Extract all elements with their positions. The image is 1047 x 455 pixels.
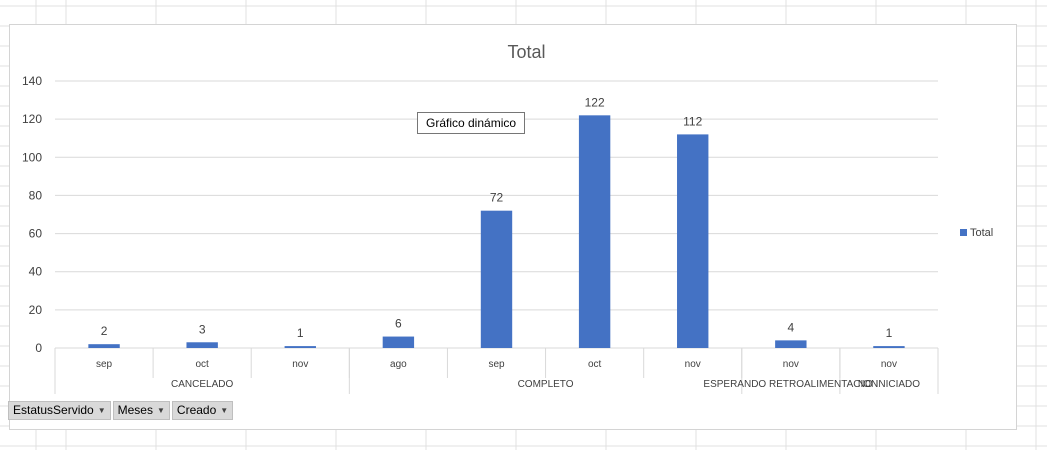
y-tick-label: 80 (29, 188, 43, 202)
bar (775, 340, 807, 348)
dropdown-arrow-icon[interactable]: ▼ (220, 406, 229, 415)
data-label: 112 (683, 114, 702, 128)
y-tick-label: 140 (22, 74, 42, 88)
y-tick-label: 20 (29, 303, 43, 317)
bar (677, 134, 709, 348)
data-label: 1 (297, 326, 304, 340)
bar (873, 346, 905, 348)
data-label: 3 (199, 322, 206, 336)
bar (284, 346, 316, 348)
data-label: 4 (787, 320, 794, 334)
y-tick-label: 120 (22, 112, 42, 126)
chart-canvas: Total 0 20 40 60 80 100 120 140 2 sep 3 oct 1 nov 6 ago 7… (22, 42, 993, 394)
x-group-label: COMPLETO (518, 379, 574, 390)
data-label: 1 (886, 326, 893, 340)
field-button-estatusservido[interactable]: EstatusServido ▼ (8, 401, 111, 420)
field-button-label: EstatusServido (13, 403, 94, 417)
x-tick-label: oct (588, 359, 602, 370)
field-button-meses[interactable]: Meses ▼ (112, 401, 170, 420)
bar (186, 342, 218, 348)
pivot-chart[interactable]: Total 0 20 40 60 80 100 120 140 2 sep 3 oct 1 nov 6 ago 7… (9, 24, 1017, 430)
data-label: 122 (585, 95, 605, 109)
dropdown-arrow-icon[interactable]: ▼ (156, 406, 165, 415)
x-group-label: NO INICIADO (858, 379, 920, 390)
y-tick-label: 100 (22, 150, 42, 164)
bar (382, 336, 415, 348)
x-tick-label: oct (195, 359, 209, 370)
y-tick-label: 0 (35, 341, 42, 355)
x-group-label: CANCELADO (171, 379, 233, 390)
bar (578, 115, 611, 348)
y-tick-label: 40 (29, 265, 43, 279)
data-label: 72 (490, 191, 504, 205)
x-tick-label: sep (488, 359, 505, 370)
field-button-label: Meses (117, 403, 153, 417)
dropdown-arrow-icon[interactable]: ▼ (97, 406, 106, 415)
data-label: 6 (395, 317, 402, 331)
data-label: 2 (101, 324, 108, 338)
field-button-creado[interactable]: Creado ▼ (171, 401, 234, 420)
x-group-label: ESPERANDO RETROALIMENTACION (703, 379, 878, 390)
chart-title: Total (507, 42, 545, 62)
pivot-field-buttons: EstatusServido ▼ Meses ▼ Creado ▼ (8, 401, 234, 420)
bar (480, 210, 513, 348)
legend-label: Total (970, 227, 993, 239)
y-tick-label: 60 (29, 227, 43, 241)
x-tick-label: nov (685, 359, 701, 370)
x-tick-label: sep (96, 359, 113, 370)
bar (88, 344, 120, 348)
x-tick-label: nov (783, 359, 799, 370)
chart-tooltip: Gráfico dinámico (417, 112, 526, 134)
x-tick-label: nov (881, 359, 897, 370)
x-tick-label: nov (292, 359, 308, 370)
field-button-label: Creado (176, 403, 217, 417)
legend-swatch (960, 229, 967, 236)
x-tick-label: ago (390, 359, 407, 370)
tooltip-text: Gráfico dinámico (426, 116, 517, 130)
